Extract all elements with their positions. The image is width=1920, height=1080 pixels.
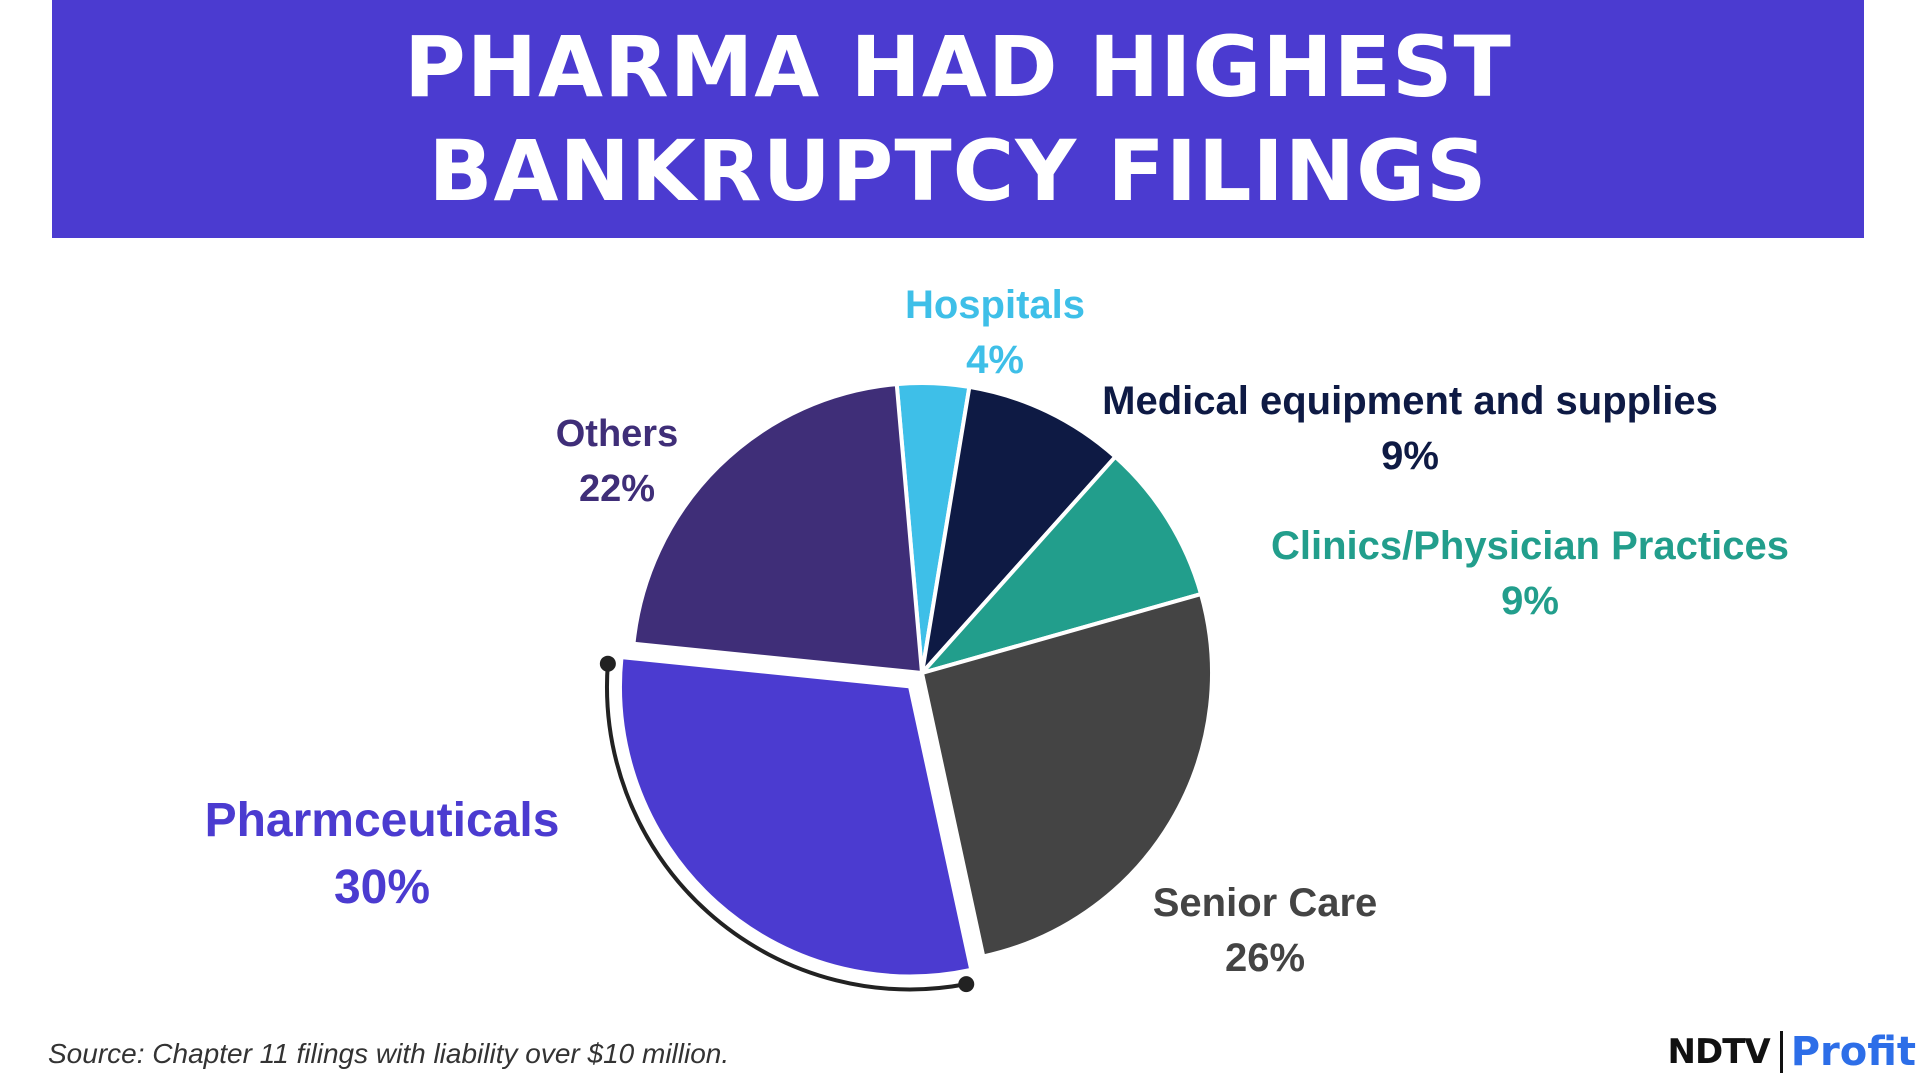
highlight-bracket-dot-2 (599, 655, 616, 672)
highlight-bracket-arc (605, 663, 967, 992)
brand-logo: NDTV Profit (1668, 1028, 1916, 1076)
brand-separator (1779, 1031, 1783, 1073)
pie-slice-clinics-physician-practices (920, 454, 1204, 675)
slice-value-medical-equipment-and-supplies: 9% (1381, 434, 1439, 478)
pie-slice-senior-care (920, 592, 1214, 959)
brand-ndtv-wordmark: NDTV (1667, 1032, 1771, 1072)
slice-label-others: Others (556, 413, 678, 455)
pie-labels: Hospitals 4% Medical equipment and supplie… (205, 283, 1789, 980)
highlight-bracket (599, 655, 975, 993)
page-title-line-1: PHARMA HAD HIGHEST (404, 18, 1512, 116)
slice-value-clinics-physician-practices: 9% (1501, 579, 1559, 623)
slice-value-senior-care: 26% (1225, 936, 1305, 980)
highlight-bracket-dot-1 (958, 976, 975, 993)
slice-label-pharmceuticals: Pharmceuticals (205, 794, 560, 847)
pie-slices (618, 381, 1214, 979)
slice-label-clinics-physician-practices: Clinics/Physician Practices (1271, 524, 1789, 568)
source-note: Source: Chapter 11 filings with liabilit… (48, 1038, 730, 1069)
brand-profit-wordmark: Profit (1790, 1029, 1916, 1075)
pie-slice-medical-equipment-and-supplies (920, 384, 1118, 675)
slice-label-hospitals: Hospitals (905, 283, 1085, 327)
slice-label-medical-equipment-and-supplies: Medical equipment and supplies (1102, 379, 1718, 423)
pie-slice-others (631, 382, 924, 675)
slice-value-pharmceuticals: 30% (334, 861, 430, 914)
slice-value-others: 22% (579, 468, 655, 510)
title-banner: PHARMA HAD HIGHEST BANKRUPTCY FILINGS (52, 0, 1864, 238)
page-title-line-2: BANKRUPTCY FILINGS (428, 122, 1488, 220)
slice-label-senior-care: Senior Care (1153, 881, 1378, 925)
slice-value-hospitals: 4% (966, 338, 1024, 382)
pie-slice-pharmceuticals (618, 655, 974, 979)
